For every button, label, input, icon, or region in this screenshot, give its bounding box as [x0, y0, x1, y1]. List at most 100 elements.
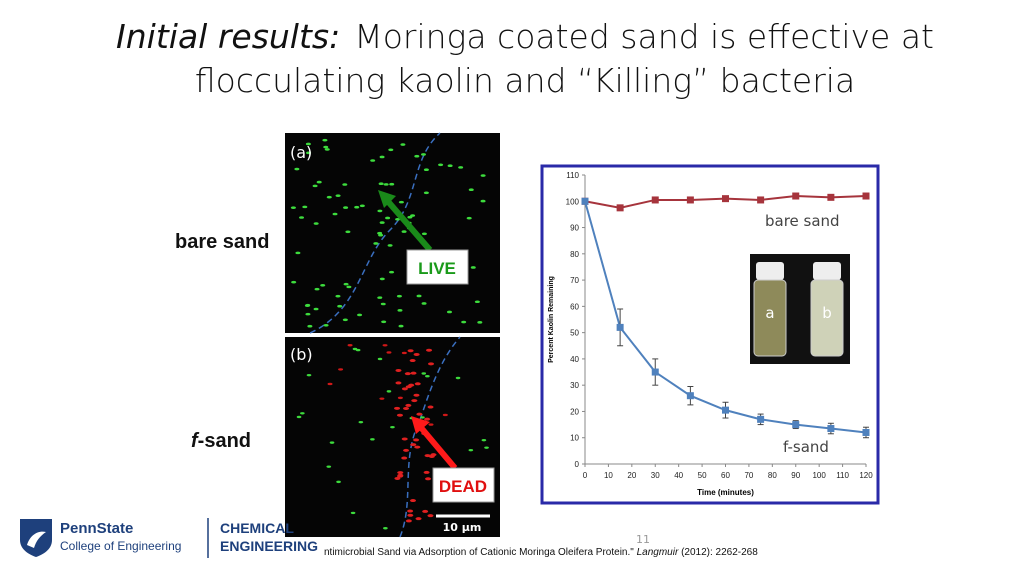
bacterium — [386, 390, 392, 393]
x-tick-label: 110 — [836, 471, 849, 480]
bacterium — [423, 470, 430, 474]
bacterium — [424, 417, 431, 421]
bacterium — [335, 294, 341, 298]
citation-text: (2012): 2262-268 — [678, 547, 758, 558]
bacterium — [414, 445, 421, 449]
bacterium — [397, 309, 403, 312]
x-tick-label: 30 — [651, 471, 660, 480]
bacterium — [291, 280, 297, 284]
bacterium — [427, 405, 434, 409]
y-tick-label: 100 — [566, 197, 580, 206]
marker — [616, 204, 624, 212]
marker — [722, 406, 729, 414]
x-tick-label: 40 — [674, 471, 683, 480]
bacterium — [394, 406, 401, 410]
bacterium — [304, 304, 310, 307]
bacterium — [377, 231, 383, 235]
bacterium — [397, 471, 404, 475]
bacterium — [379, 221, 385, 224]
bacterium — [389, 182, 395, 186]
dept: CHEMICAL — [220, 520, 294, 536]
x-tick-label: 70 — [744, 471, 753, 480]
bacterium — [327, 382, 333, 386]
bacterium — [373, 242, 379, 245]
marker — [827, 193, 835, 201]
bacterium — [461, 320, 467, 324]
micrograph-labels: (a) (b) LIVE DEAD 10 µm — [290, 143, 495, 534]
y-tick-label: 70 — [570, 276, 579, 285]
bacterium — [481, 438, 487, 442]
citation-journal: Langmuir — [637, 547, 679, 558]
bacterium — [430, 453, 437, 457]
y-axis-label: Percent Kaolin Remaining — [548, 276, 555, 363]
bacterium — [382, 344, 388, 347]
bacterium — [401, 387, 408, 391]
bacterium — [395, 381, 402, 385]
marker — [792, 421, 800, 429]
bacterium — [424, 454, 431, 458]
bacterium — [442, 413, 448, 417]
bacterium — [342, 318, 348, 322]
bacterium — [403, 448, 410, 452]
bacterium — [326, 195, 332, 199]
arrow-head — [378, 190, 396, 208]
y-tick-label: 10 — [570, 434, 579, 443]
bacterium — [306, 373, 312, 377]
bacterium — [401, 351, 407, 355]
bacterium — [425, 374, 430, 378]
inset-label: b — [822, 304, 832, 322]
lion — [27, 531, 46, 548]
bacterium — [423, 191, 429, 195]
x-tick-label: 0 — [583, 471, 588, 480]
college: College of Engineering — [60, 539, 181, 553]
y-tick-label: 60 — [570, 302, 579, 311]
bacterium — [420, 153, 426, 156]
bacterium — [359, 204, 365, 208]
bacterium — [404, 372, 411, 376]
marker — [862, 192, 870, 200]
x-axis-label: Time (minutes) — [697, 488, 754, 497]
bacterium — [484, 446, 489, 449]
bacterium — [413, 438, 420, 442]
arrow-head — [411, 416, 430, 434]
bacterium — [320, 283, 326, 287]
bacterium — [357, 313, 363, 317]
bacterium — [405, 519, 412, 523]
bacterium — [347, 344, 353, 347]
y-tick-label: 50 — [570, 329, 579, 338]
bacterium — [410, 443, 417, 447]
y-tick-label: 90 — [570, 224, 579, 233]
bacterium — [307, 324, 313, 328]
bacterium — [398, 324, 404, 328]
micrograph-b — [285, 337, 500, 537]
bacterium — [401, 230, 407, 233]
bacterium — [312, 184, 318, 188]
vial — [753, 279, 787, 357]
bacterium — [383, 183, 389, 186]
bacterium — [466, 216, 472, 220]
bacterium — [323, 145, 329, 149]
bacterium — [405, 403, 412, 407]
bacterium — [474, 300, 480, 304]
bacterium — [358, 420, 364, 424]
bacterium — [345, 230, 351, 234]
bacterium — [305, 312, 311, 316]
bacterium — [329, 441, 335, 444]
bacterium — [421, 372, 427, 375]
bacterium — [400, 143, 406, 146]
logo: PennState College of Engineering CHEMICA… — [20, 518, 318, 558]
bacterium — [337, 304, 343, 308]
x-tick-label: 100 — [812, 471, 826, 480]
bacterium — [313, 222, 319, 225]
title-line-2: flocculating kaolin and “Killing” bacter… — [195, 61, 855, 100]
live-label: LIVE — [418, 259, 456, 278]
bacterium — [396, 294, 402, 298]
bacterium — [415, 517, 422, 521]
bacterium — [407, 215, 413, 219]
title-italic: Initial results: — [116, 17, 340, 56]
bacterium — [294, 167, 300, 171]
bacterium — [405, 385, 412, 389]
bacterium — [335, 194, 341, 197]
brand: PennState — [60, 520, 133, 537]
